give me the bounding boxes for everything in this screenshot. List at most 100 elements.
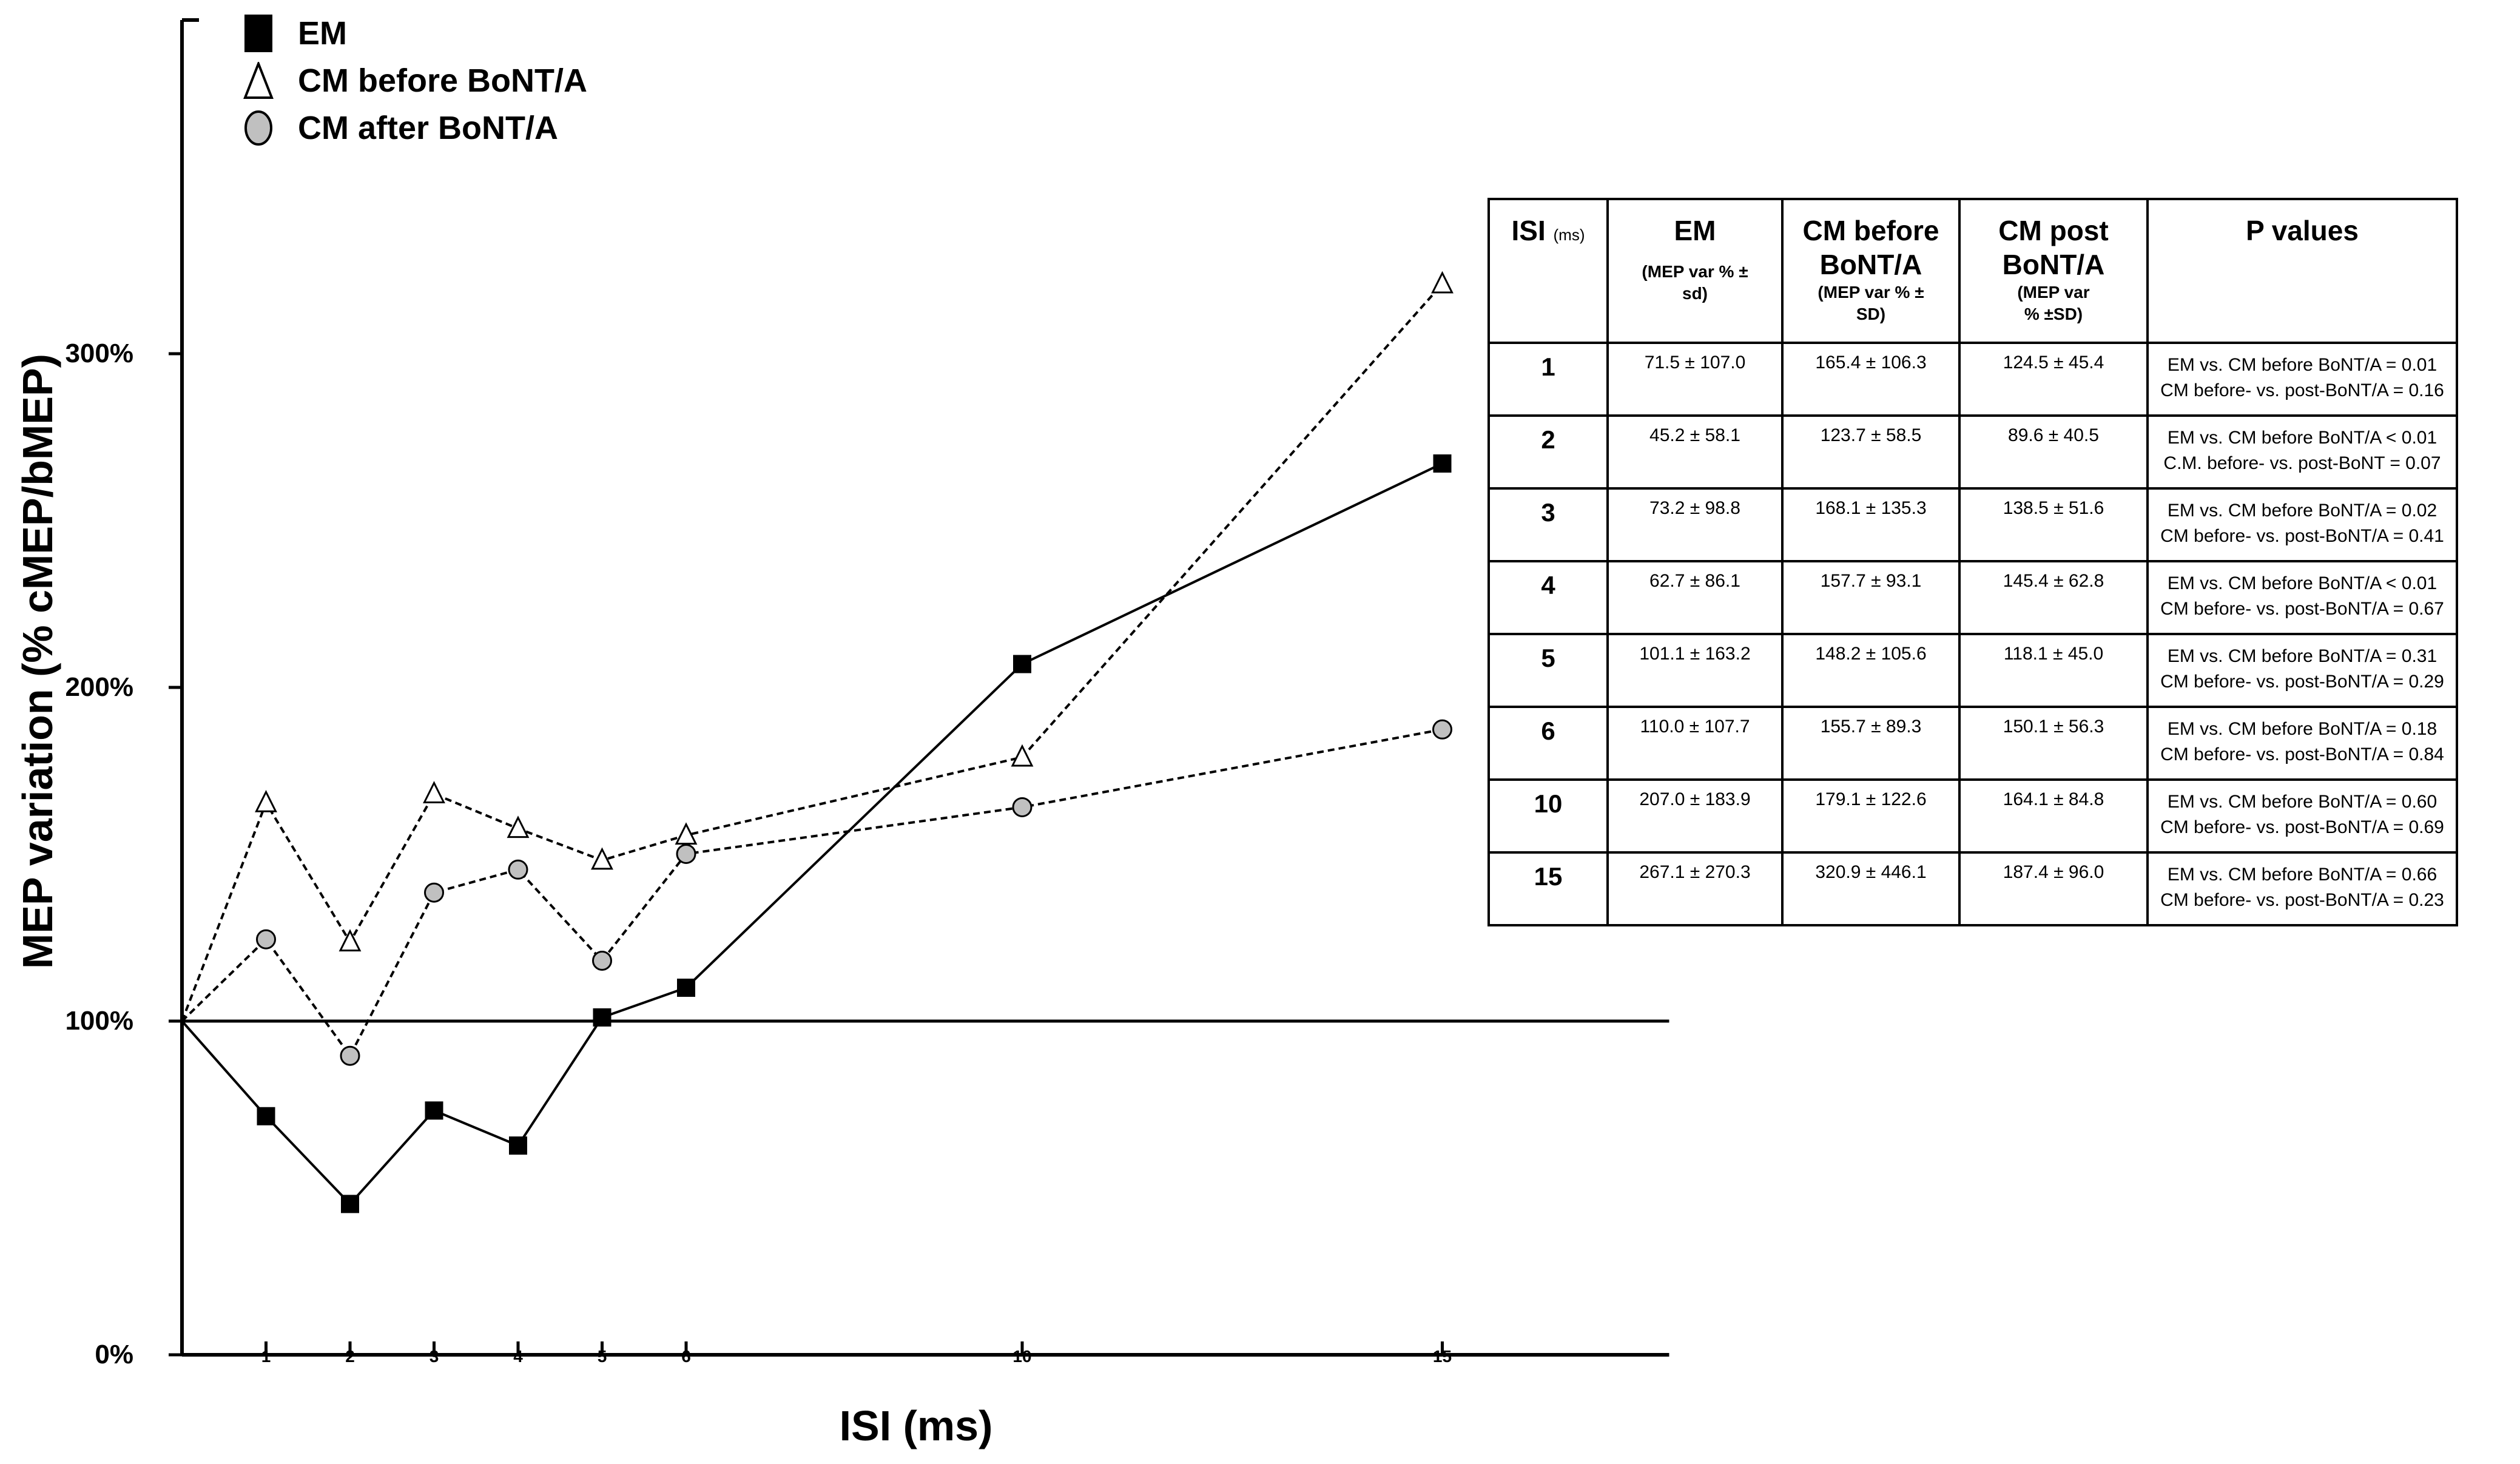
data-point-cm-after [256, 929, 276, 950]
cell-cm-post: 164.1 ± 84.8 [1958, 778, 2149, 854]
cell-p-values-text: EM vs. CM before BoNT/A < 0.01 [2167, 428, 2437, 448]
y-tick-label: 100% [65, 1006, 133, 1036]
data-point-cm-before [591, 847, 613, 870]
x-tick-label: 10 [1012, 1347, 1032, 1366]
data-point-em [425, 1101, 443, 1120]
table-row: 3 73.2 ± 98.8 168.1 ± 135.3 138.5 ± 51.6 EM … [1487, 487, 2458, 562]
cell-cm-post-text: 145.4 ± 62.8 [2003, 571, 2104, 591]
cell-isi: 4 [1487, 560, 1609, 635]
cell-p-values-text: CM before- vs. post-BoNT/A = 0.29 [2160, 672, 2444, 692]
cell-p-values-text: EM vs. CM before BoNT/A = 0.31 [2167, 646, 2437, 666]
y-axis-label: MEP variation (% cMEP/bMEP) [14, 354, 61, 969]
cell-p-values-text: CM before- vs. post-BoNT/A = 0.41 [2160, 526, 2444, 546]
x-tick-label: 15 [1432, 1347, 1452, 1366]
cell-cm-post-text: 89.6 ± 40.5 [2008, 425, 2099, 445]
cell-p-values-text: CM before- vs. post-BoNT/A = 0.84 [2160, 744, 2444, 764]
cell-isi: 5 [1487, 633, 1609, 708]
cell-cm-post: 138.5 ± 51.6 [1958, 487, 2149, 562]
header-cm-post: CM post BoNT/A (MEP var % ±SD) [1958, 198, 2149, 344]
cell-isi: 3 [1487, 487, 1609, 562]
cell-cm-before: 165.4 ± 106.3 [1781, 342, 1961, 417]
cell-isi: 1 [1487, 342, 1609, 417]
data-point-cm-after [1432, 719, 1452, 740]
cell-p-values-text: EM vs. CM before BoNT/A = 0.18 [2167, 719, 2437, 739]
circle-marker-icon [240, 109, 277, 147]
cell-em-text: 101.1 ± 163.2 [1639, 644, 1751, 664]
cell-isi-text: 3 [1541, 498, 1555, 527]
cell-isi-text: 1 [1541, 353, 1555, 381]
cell-em: 45.2 ± 58.1 [1606, 414, 1784, 490]
table-row: 15 267.1 ± 270.3 320.9 ± 446.1 187.4 ± 96.0… [1487, 851, 2458, 926]
legend-item-cm-before: CM before BoNT/A [240, 57, 587, 104]
cell-em-text: 73.2 ± 98.8 [1649, 498, 1740, 518]
table-row: 10 207.0 ± 183.9 179.1 ± 122.6 164.1 ± 84.8… [1487, 778, 2458, 854]
cell-cm-post-text: 164.1 ± 84.8 [2003, 789, 2104, 809]
table-row: 5 101.1 ± 163.2 148.2 ± 105.6 118.1 ± 45.0 E… [1487, 633, 2458, 708]
cell-cm-post-text: 124.5 ± 45.4 [2003, 353, 2104, 373]
series-line-circle [181, 728, 1443, 1059]
cell-cm-before: 148.2 ± 105.6 [1781, 633, 1961, 708]
cell-em-text: 207.0 ± 183.9 [1639, 789, 1751, 809]
cell-p-values-text: CM before- vs. post-BoNT/A = 0.67 [2160, 599, 2444, 619]
header-isi: ISI (ms) [1487, 198, 1609, 344]
cell-em-text: 110.0 ± 107.7 [1640, 717, 1750, 737]
cell-cm-before: 157.7 ± 93.1 [1781, 560, 1961, 635]
cell-cm-before: 123.7 ± 58.5 [1781, 414, 1961, 490]
cell-isi-text: 5 [1541, 644, 1555, 672]
chart-legend: EM CM before BoNT/A CM after BoNT/A [240, 10, 587, 152]
cell-em-text: 62.7 ± 86.1 [1649, 571, 1740, 591]
cell-p-values-text: CM before- vs. post-BoNT/A = 0.16 [2160, 380, 2444, 400]
x-tick-label: 5 [597, 1347, 607, 1366]
cell-p-values: EM vs. CM before BoNT/A = 0.01 CM before-… [2146, 342, 2458, 417]
data-point-cm-after [1012, 797, 1033, 817]
series-line-triangle [181, 283, 1443, 1022]
legend-item-cm-after: CM after BoNT/A [240, 104, 587, 152]
cell-em-text: 71.5 ± 107.0 [1644, 353, 1746, 373]
cell-em: 267.1 ± 270.3 [1606, 851, 1784, 926]
data-point-cm-before [423, 781, 445, 803]
table-header-row: ISI (ms) EM (MEP var % ± sd) CM before B… [1487, 198, 2458, 344]
cell-p-values-text: EM vs. CM before BoNT/A = 0.02 [2167, 501, 2437, 521]
cell-cm-before-text: 148.2 ± 105.6 [1815, 644, 1927, 664]
table-row: 1 71.5 ± 107.0 165.4 ± 106.3 124.5 ± 45.4 EM… [1487, 342, 2458, 417]
header-p-values: P values [2146, 198, 2458, 344]
cell-isi-text: 6 [1541, 717, 1555, 745]
x-tick-label: 6 [681, 1347, 691, 1366]
cell-em-text: 45.2 ± 58.1 [1649, 425, 1740, 445]
data-point-em [509, 1136, 527, 1155]
cell-cm-post: 124.5 ± 45.4 [1958, 342, 2149, 417]
table-row: 2 45.2 ± 58.1 123.7 ± 58.5 89.6 ± 40.5 EM vs… [1487, 414, 2458, 490]
x-tick-label: 1 [261, 1347, 271, 1366]
data-point-em [593, 1008, 611, 1027]
cell-cm-post: 150.1 ± 56.3 [1958, 706, 2149, 781]
cell-isi-text: 15 [1534, 862, 1563, 891]
cell-isi: 15 [1487, 851, 1609, 926]
cell-cm-before-text: 157.7 ± 93.1 [1820, 571, 1922, 591]
y-tick-label: 0% [95, 1340, 133, 1369]
cell-p-values-text: C.M. before- vs. post-BoNT = 0.07 [2163, 453, 2441, 473]
y-tick-label: 200% [65, 672, 133, 702]
cell-p-values-text: CM before- vs. post-BoNT/A = 0.69 [2160, 817, 2444, 837]
data-point-cm-after [592, 950, 612, 971]
header-em: EM (MEP var % ± sd) [1606, 198, 1784, 344]
cell-p-values: EM vs. CM before BoNT/A < 0.01 CM before-… [2146, 560, 2458, 635]
cell-cm-before-text: 123.7 ± 58.5 [1820, 425, 1922, 445]
cell-em: 207.0 ± 183.9 [1606, 778, 1784, 854]
square-marker-icon [240, 15, 277, 52]
cell-p-values-text: EM vs. CM before BoNT/A < 0.01 [2167, 573, 2437, 593]
table-row: 6 110.0 ± 107.7 155.7 ± 89.3 150.1 ± 56.3 EM… [1487, 706, 2458, 781]
data-point-cm-after [508, 859, 528, 880]
cell-isi-text: 10 [1534, 789, 1563, 818]
cell-p-values: EM vs. CM before BoNT/A = 0.18 CM before-… [2146, 706, 2458, 781]
cell-p-values: EM vs. CM before BoNT/A = 0.02 CM before-… [2146, 487, 2458, 562]
cell-isi-text: 4 [1541, 571, 1555, 599]
data-point-cm-before [507, 815, 530, 838]
cell-cm-before-text: 165.4 ± 106.3 [1815, 353, 1927, 373]
cell-isi-text: 2 [1541, 425, 1555, 454]
data-point-cm-before [1011, 744, 1034, 767]
cell-em-text: 267.1 ± 270.3 [1639, 862, 1751, 882]
cell-cm-before: 155.7 ± 89.3 [1781, 706, 1961, 781]
data-point-cm-before [675, 822, 698, 845]
cell-cm-before: 168.1 ± 135.3 [1781, 487, 1961, 562]
